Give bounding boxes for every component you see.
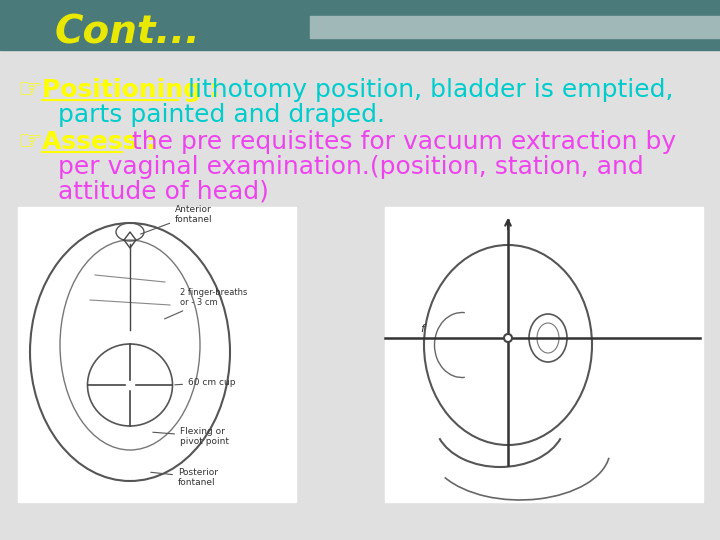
Text: the pre requisites for vacuum extraction by: the pre requisites for vacuum extraction… (124, 130, 676, 154)
Bar (0, 0, 720, 50)
Text: f: f (420, 324, 424, 334)
Text: Posterior
fontanel: Posterior fontanel (150, 468, 218, 487)
Text: 2 finger-breaths
or - 3 cm: 2 finger-breaths or - 3 cm (165, 288, 248, 319)
Text: 60 cm cup: 60 cm cup (175, 378, 235, 387)
Text: per vaginal examination.(position, station, and: per vaginal examination.(position, stati… (58, 155, 644, 179)
Text: Anterior
fontanel: Anterior fontanel (140, 205, 212, 234)
Text: Cont...: Cont... (55, 13, 201, 51)
Bar (310, 16, 720, 38)
Text: attitude of head): attitude of head) (58, 180, 269, 204)
Bar (126, 381, 134, 389)
Bar (18, 207, 296, 502)
Text: Flexing or
pivot point: Flexing or pivot point (153, 427, 229, 446)
Text: ☞: ☞ (18, 76, 43, 104)
Text: ☞: ☞ (18, 128, 43, 156)
Text: Assess :: Assess : (42, 130, 156, 154)
Text: Positioning :: Positioning : (42, 78, 220, 102)
Text: parts painted and draped.: parts painted and draped. (58, 103, 385, 127)
Text: lithotomy position, bladder is emptied,: lithotomy position, bladder is emptied, (180, 78, 673, 102)
Bar (385, 207, 703, 502)
Circle shape (504, 334, 512, 342)
